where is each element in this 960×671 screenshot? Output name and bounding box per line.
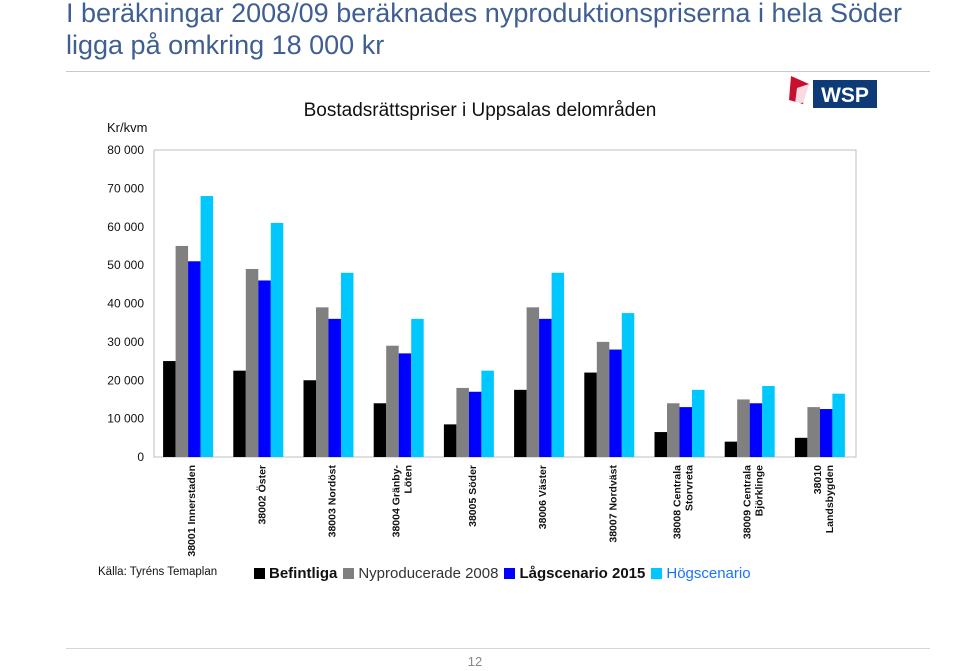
bar-1-7: [584, 372, 597, 457]
bar-2-6: [526, 307, 540, 457]
bar-2-7: [596, 341, 610, 457]
bar-1-6: [514, 389, 527, 457]
bar-1-9: [724, 441, 738, 457]
legend-entry-1: Befintliga: [254, 565, 337, 582]
legend-swatch: [651, 568, 663, 579]
category-label: 38006 Väster: [537, 465, 549, 529]
y-tick-label: 40 000: [107, 297, 144, 311]
bar-3-4: [398, 353, 412, 457]
bar-3-3: [328, 318, 341, 457]
bar-4-9: [762, 386, 775, 457]
legend-label: Nyproducerade 2008: [358, 565, 499, 582]
slide-heading: I beräkningar 2008/09 beräknades nyprodu…: [66, 0, 903, 60]
heading-divider: [66, 71, 930, 72]
logo-text: WSP: [821, 84, 869, 107]
chart-legend: Befintliga Nyproducerade 2008 Lågscenario …: [254, 565, 757, 582]
bar-4-10: [832, 393, 845, 457]
bar-2-4: [386, 345, 399, 457]
page-number: 12: [467, 654, 483, 669]
y-tick-label: 50 000: [107, 258, 144, 272]
legend-swatch: [254, 568, 265, 579]
legend-entry-2: Nyproducerade 2008: [343, 565, 498, 582]
bar-1-2: [233, 370, 246, 457]
bar-4-5: [481, 370, 494, 457]
y-tick-label: 30 000: [107, 335, 144, 349]
bar-1-10: [794, 437, 808, 457]
category-label: 38002 Öster: [255, 465, 268, 525]
bar-1-3: [303, 380, 316, 457]
y-tick-label: 70 000: [107, 181, 144, 195]
legend-entry-3: Lågscenario 2015: [504, 565, 645, 582]
bar-2-2: [245, 268, 259, 457]
bar-2-10: [807, 407, 820, 457]
bar-4-2: [270, 222, 284, 457]
legend-label: Befintliga: [269, 565, 338, 582]
category-label: 38003 Nordöst: [327, 465, 339, 538]
bar-2-8: [667, 403, 680, 457]
bar-3-9: [749, 403, 763, 457]
bar-1-4: [373, 403, 387, 457]
bar-2-3: [316, 307, 329, 457]
bar-4-6: [551, 272, 565, 457]
category-label: 38001 Innerstaden: [186, 465, 198, 557]
chart-title: Bostadsrättspriser i Uppsalas delområden: [303, 100, 657, 121]
y-tick-label: 60 000: [107, 220, 144, 234]
legend-label: Lågscenario 2015: [519, 565, 646, 582]
bar-2-1: [175, 245, 189, 457]
y-tick-label: 0: [137, 450, 144, 464]
y-tick-label: 80 000: [107, 143, 144, 157]
category-label: 38008 CentralaStorvreta: [672, 465, 696, 539]
bar-4-8: [692, 389, 705, 457]
bar-1-1: [163, 361, 176, 457]
bar-3-6: [539, 318, 552, 457]
bar-1-5: [443, 424, 457, 457]
legend-swatch: [504, 568, 516, 579]
bar-3-7: [609, 349, 622, 457]
category-label: 38010Landsbygden: [812, 465, 836, 533]
plot-area: [153, 149, 857, 458]
bar-4-7: [621, 313, 635, 457]
y-tick-label: 10 000: [107, 412, 144, 426]
bar-2-5: [456, 387, 469, 457]
y-tick-label: 20 000: [107, 373, 144, 387]
source-note: Källa: Tyréns Temaplan: [98, 566, 218, 578]
y-axis-label: Kr/kvm: [107, 120, 148, 135]
legend-swatch: [343, 568, 355, 579]
legend-entry-4: Högscenario: [651, 565, 751, 582]
category-label: 38009 CentralaBjörklinge: [742, 465, 766, 539]
category-label: 38007 Nordväst: [607, 465, 619, 543]
bar-3-5: [468, 391, 482, 457]
bar-4-1: [200, 196, 214, 458]
bar-2-9: [737, 399, 750, 457]
legend-label: Högscenario: [666, 565, 751, 582]
bar-3-8: [679, 407, 692, 457]
bar-1-8: [654, 432, 667, 457]
footer-divider: [66, 648, 930, 649]
wsp-logo: WSP: [789, 76, 877, 108]
bar-4-3: [341, 272, 354, 457]
bar-3-2: [258, 280, 271, 457]
category-label: 38005 Söder: [467, 465, 479, 527]
bar-4-4: [411, 318, 424, 457]
category-label: 38004 Gränby-Löten: [391, 464, 415, 537]
bar-3-1: [188, 261, 201, 457]
bar-3-10: [819, 409, 833, 457]
